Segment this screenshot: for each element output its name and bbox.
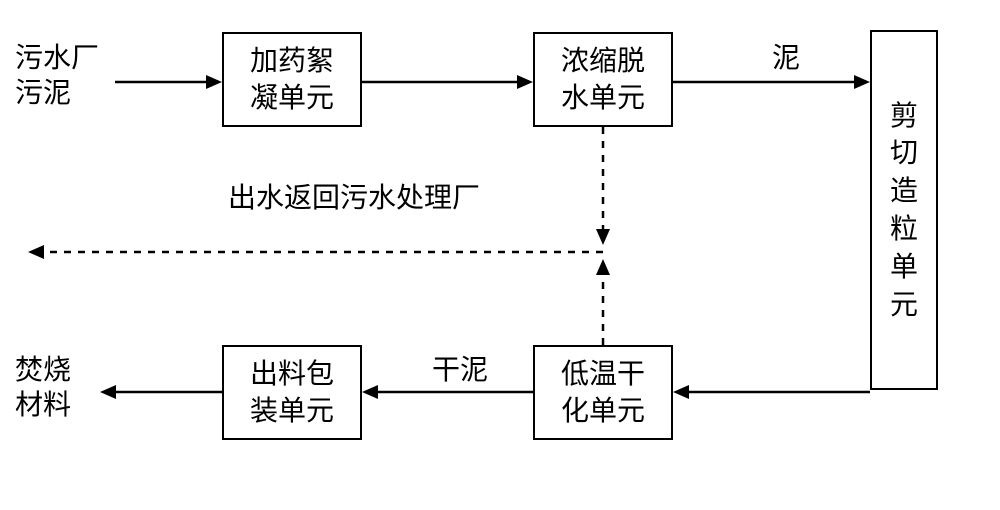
arrows-layer (0, 0, 1000, 510)
node-drying: 低温干 化单元 (533, 345, 673, 440)
node-dewatering: 浓缩脱 水单元 (533, 32, 673, 127)
node-granulation: 剪切造粒单元 (870, 30, 938, 390)
edge-label-drymud: 干泥 (432, 352, 488, 387)
input-label: 污水厂 污泥 (15, 40, 99, 110)
edge-label-mud: 泥 (772, 40, 800, 75)
node-packaging: 出料包 装单元 (222, 345, 362, 440)
node-flocculation: 加药絮 凝单元 (222, 32, 362, 127)
node-flocculation-label: 加药絮 凝单元 (250, 43, 334, 116)
node-granulation-label: 剪切造粒单元 (890, 97, 918, 324)
node-dewatering-label: 浓缩脱 水单元 (561, 43, 645, 116)
edge-label-return: 出水返回污水处理厂 (228, 180, 480, 215)
node-packaging-label: 出料包 装单元 (250, 356, 334, 429)
node-drying-label: 低温干 化单元 (561, 356, 645, 429)
output-label: 焚烧 材料 (15, 352, 71, 422)
